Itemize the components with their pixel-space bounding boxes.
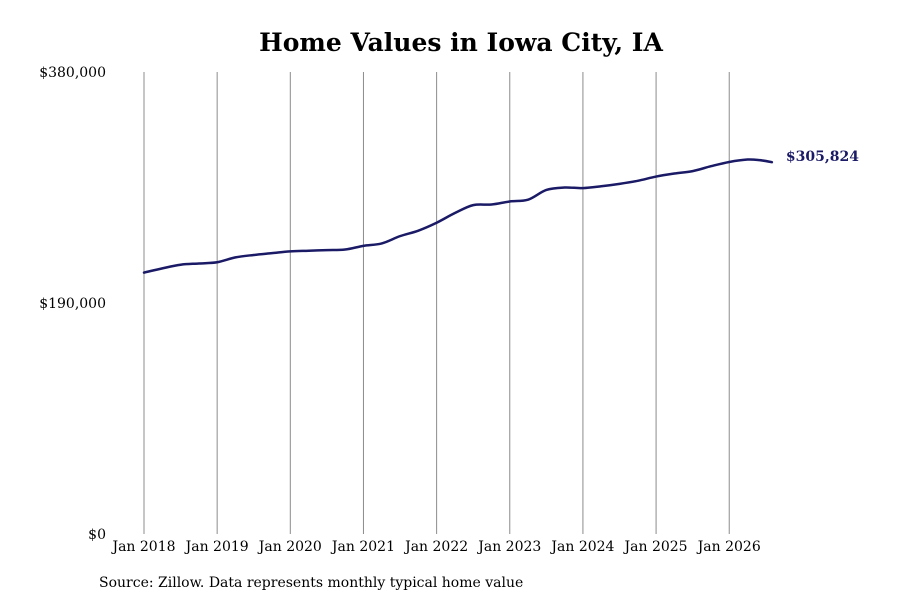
data-point [253,254,255,256]
data-point [161,267,163,269]
data-point [545,189,547,191]
data-point [692,170,694,172]
data-point [198,262,200,265]
gridlines [143,72,730,534]
data-point [637,180,639,182]
series-line-0 [142,158,774,274]
x-tick-label: Jan 2022 [403,539,468,555]
data-point [143,272,145,274]
data-point [307,250,310,252]
series-layer [142,158,774,274]
data-point [472,204,474,206]
data-point [216,261,218,263]
y-tick-label: $0 [88,527,106,543]
data-point [179,264,182,266]
data-point [673,172,675,175]
data-point [710,165,712,167]
data-point [527,199,529,201]
x-tick-label: Jan 2024 [549,539,614,555]
data-point [399,235,401,237]
data-point [582,187,584,189]
data-point [490,203,493,206]
x-tick-label: Jan 2023 [476,539,541,555]
data-point [289,250,291,252]
x-tick-label: Jan 2026 [696,539,761,555]
data-point [417,230,419,232]
data-point [344,248,346,251]
x-tick-label: Jan 2019 [184,539,249,555]
data-point [728,161,730,163]
data-point [655,175,657,178]
data-point [381,242,383,245]
data-point [234,256,237,259]
data-point [564,186,566,189]
data-point [362,245,365,247]
data-point [759,159,761,161]
x-tick-label: Jan 2021 [330,539,395,555]
data-point [618,183,621,185]
y-tick-label: $380,000 [39,65,106,81]
source-note: Source: Zillow. Data represents monthly … [99,575,523,591]
data-point [454,212,456,214]
x-tick-label: Jan 2020 [257,539,322,555]
data-point [746,158,749,161]
end-value-label: $305,824 [786,149,859,165]
data-point [326,249,328,251]
chart-title: Home Values in Iowa City, IA [259,28,663,57]
data-point [436,222,438,224]
y-axis-ticks: $0 $190,000 $380,000 [39,65,106,543]
data-point [271,252,273,254]
x-axis-ticks: Jan 2018 Jan 2019 Jan 2020 Jan 2021 Jan 2022… [110,539,760,555]
x-tick-label: Jan 2025 [623,539,688,555]
data-point [509,200,511,203]
x-tick-label: Jan 2018 [110,539,175,555]
data-point [600,185,602,187]
data-point [771,161,773,163]
y-tick-label: $190,000 [39,296,106,312]
